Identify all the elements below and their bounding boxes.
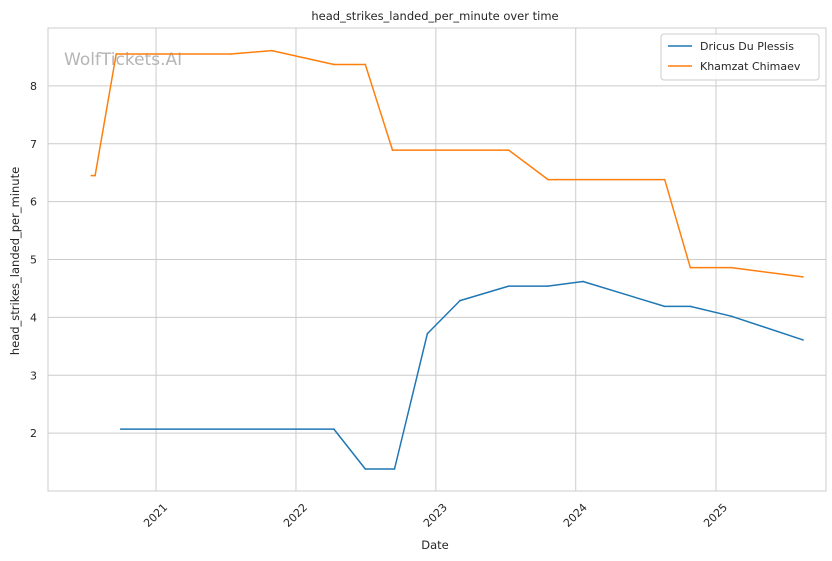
y-axis-ticks: 2 3 4 5 6 7 8	[30, 80, 37, 440]
data-point-dricus-du-plessis	[730, 315, 733, 318]
data-point-khamzat-chimaev	[230, 53, 232, 55]
chart-title: head_strikes_landed_per_minute over time	[311, 9, 558, 23]
data-point-khamzat-chimaev	[333, 63, 335, 66]
legend: Dricus Du Plessis Khamzat Chimaev	[660, 33, 820, 81]
data-point-khamzat-chimaev	[547, 178, 549, 181]
data-point-dricus-du-plessis	[459, 299, 461, 302]
data-point-dricus-du-plessis	[393, 468, 396, 470]
grid	[48, 28, 826, 491]
legend-label-khamzat-chimaev: Khamzat Chimaev	[700, 60, 801, 73]
data-point-khamzat-chimaev	[115, 53, 118, 55]
data-point-khamzat-chimaev	[730, 266, 733, 269]
series-lines	[90, 49, 804, 470]
y-axis-title: head_strikes_landed_per_minute	[8, 167, 22, 355]
series-line-khamzat-chimaev	[91, 49, 804, 278]
data-point-khamzat-chimaev	[802, 276, 804, 278]
y-tick-label: 4	[30, 311, 37, 324]
plot-frame	[47, 27, 827, 492]
data-point-khamzat-chimaev	[364, 63, 367, 66]
data-point-khamzat-chimaev	[507, 149, 510, 151]
data-point-dricus-du-plessis	[689, 305, 692, 308]
data-point-khamzat-chimaev	[391, 149, 394, 151]
y-tick-label: 5	[30, 254, 37, 267]
data-point-khamzat-chimaev	[90, 174, 93, 177]
data-point-dricus-du-plessis	[364, 468, 367, 470]
y-tick-label: 6	[30, 196, 37, 209]
data-point-dricus-du-plessis	[546, 285, 549, 287]
data-point-dricus-du-plessis	[802, 339, 804, 341]
data-point-khamzat-chimaev	[94, 174, 96, 177]
y-tick-label: 3	[30, 369, 37, 382]
legend-label-dricus-du-plessis: Dricus Du Plessis	[700, 40, 794, 53]
data-point-dricus-du-plessis	[120, 428, 122, 430]
data-point-dricus-du-plessis	[507, 285, 510, 287]
y-tick-label: 2	[30, 427, 37, 440]
data-point-dricus-du-plessis	[333, 428, 335, 430]
y-tick-label: 8	[30, 80, 37, 93]
data-point-dricus-du-plessis	[582, 280, 584, 283]
data-point-dricus-du-plessis	[426, 332, 429, 335]
data-point-dricus-du-plessis	[663, 305, 666, 308]
x-axis-title: Date	[421, 538, 449, 552]
data-point-khamzat-chimaev	[689, 266, 692, 269]
data-point-khamzat-chimaev	[271, 49, 273, 52]
watermark-text: WolfTickets.AI	[64, 50, 182, 70]
legend-box	[660, 33, 820, 81]
y-tick-label: 7	[30, 138, 37, 151]
data-point-khamzat-chimaev	[663, 178, 666, 181]
